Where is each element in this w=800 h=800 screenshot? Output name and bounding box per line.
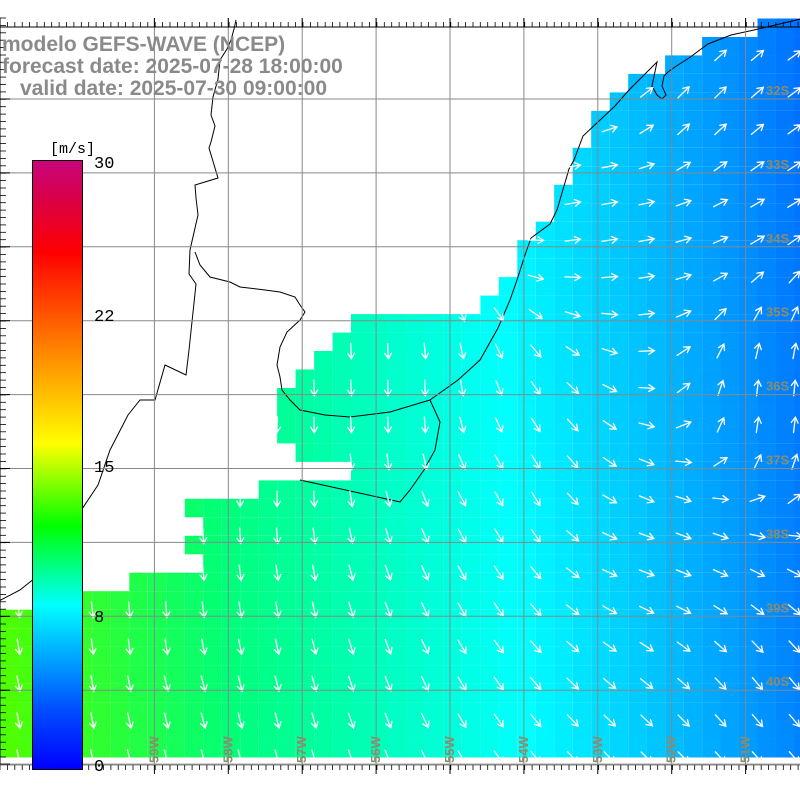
svg-text:38S: 38S [766,526,789,541]
svg-text:53W: 53W [590,736,605,763]
svg-text:55W: 55W [442,736,457,763]
svg-text:58W: 58W [220,736,235,763]
svg-text:39S: 39S [766,600,789,615]
svg-text:37S: 37S [766,453,789,468]
svg-text:36S: 36S [766,379,789,394]
svg-text:34S: 34S [766,231,789,246]
svg-text:35S: 35S [766,305,789,320]
svg-text:40S: 40S [766,674,789,689]
svg-text:56W: 56W [368,736,383,763]
svg-text:52W: 52W [664,736,679,763]
svg-text:32S: 32S [766,83,789,98]
svg-text:33S: 33S [766,157,789,172]
svg-text:57W: 57W [294,736,309,763]
svg-text:51W: 51W [738,736,753,763]
svg-text:59W: 59W [146,736,161,763]
svg-text:54W: 54W [516,736,531,763]
